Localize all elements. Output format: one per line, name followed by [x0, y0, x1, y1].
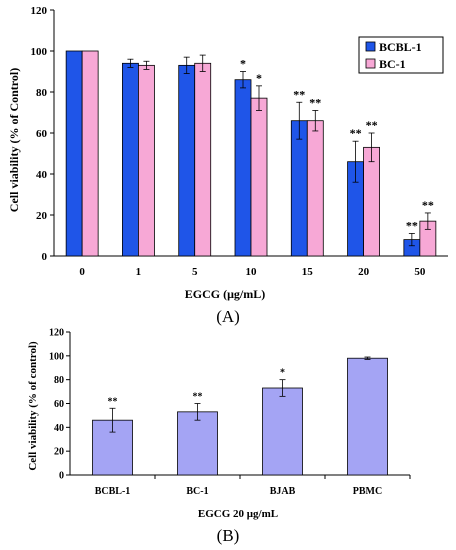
bar-bcbl1-10 [234, 79, 252, 257]
significance-marker: ** [406, 218, 418, 232]
panel-b-y-tick-label: 100 [49, 351, 64, 362]
panel-b-y-tick-label: 20 [54, 447, 64, 458]
panel-a-x-tick-label: 50 [414, 266, 426, 278]
panel-a-y-tick-label: 60 [36, 128, 48, 140]
bar-bjab [262, 387, 303, 476]
panel-b-x-tick-label: PBMC [353, 486, 382, 497]
panel-b-x-tick-label: BC-1 [186, 486, 208, 497]
panel-a-y-tick-label: 0 [42, 251, 48, 263]
bar-bc1-0 [81, 50, 99, 257]
bar-bc1-20 [363, 146, 380, 257]
significance-marker: * [280, 368, 285, 379]
panel-a-x-tick-label: 10 [246, 266, 258, 278]
panel-b-y-tick-label: 0 [59, 471, 64, 482]
panel-b-label: (B) [217, 526, 240, 545]
significance-marker: ** [350, 126, 362, 140]
bar-bc1-5 [194, 62, 212, 257]
panel-a-x-tick-label: 15 [302, 266, 314, 278]
panel-a-y-tick-label: 120 [31, 5, 48, 17]
panel-a-x-axis-label: EGCG (μg/mL) [185, 287, 265, 301]
panel-a-label: (A) [216, 307, 240, 326]
significance-marker: ** [366, 118, 378, 132]
significance-marker: * [240, 57, 246, 71]
panel-a-legend: BCBL-1 BC-1 [358, 36, 444, 74]
panel-b-y-tick-label: 120 [49, 328, 64, 339]
significance-marker: ** [193, 392, 203, 403]
bar-bcbl1-5 [178, 64, 196, 257]
bar-pbmc [347, 357, 388, 476]
panel-a-x-tick-label: 0 [79, 266, 85, 278]
panel-a-x-tick-label: 20 [358, 266, 370, 278]
bar-bcbl1-0 [65, 50, 83, 257]
significance-marker: ** [309, 95, 321, 109]
bar-bc1-15 [306, 120, 324, 257]
bar-bcbl1-1 [122, 62, 139, 257]
legend-label-bc1: BC-1 [379, 57, 406, 71]
panel-a-x-tick-label: 5 [192, 266, 198, 278]
panel-b-y-tick-label: 80 [54, 375, 64, 386]
panel-a-y-tick-label: 40 [36, 169, 48, 181]
bar-bc1 [177, 411, 218, 476]
significance-marker: ** [422, 198, 434, 212]
bar-bc1-10 [250, 97, 268, 257]
panel-b-y-tick-label: 60 [54, 399, 64, 410]
significance-marker: ** [293, 87, 305, 101]
bar-bc1-1 [138, 64, 155, 257]
panel-b-y-axis-label: Cell viability (% of control) [27, 341, 39, 471]
panel-b-y-tick-label: 40 [54, 423, 64, 434]
panel-a-y-tick-label: 20 [36, 210, 48, 222]
legend-label-bcbl1: BCBL-1 [379, 40, 422, 54]
panel-b-x-axis-label: EGCG 20 μg/mL [198, 508, 278, 520]
panel-a-x-tick-label: 1 [136, 266, 142, 278]
panel-b-x-tick-label: BCBL-1 [95, 486, 131, 497]
legend-swatch-bc1 [365, 58, 376, 69]
panel-b-chart: 0 20 40 60 80 100 120 BCBL-1 ** BC-1 ** BJAB * PBMC [49, 328, 411, 497]
panel-a-y-axis-label: Cell viability (% of Control) [7, 68, 21, 212]
bar-bcbl1-15 [290, 120, 308, 257]
legend-swatch-bcbl1 [365, 41, 376, 52]
significance-marker: * [256, 71, 262, 85]
panel-a-y-tick-label: 80 [36, 87, 48, 99]
panel-a-y-tick-label: 100 [31, 46, 48, 58]
panel-b-x-tick-label: BJAB [270, 486, 296, 497]
significance-marker: ** [108, 396, 118, 407]
